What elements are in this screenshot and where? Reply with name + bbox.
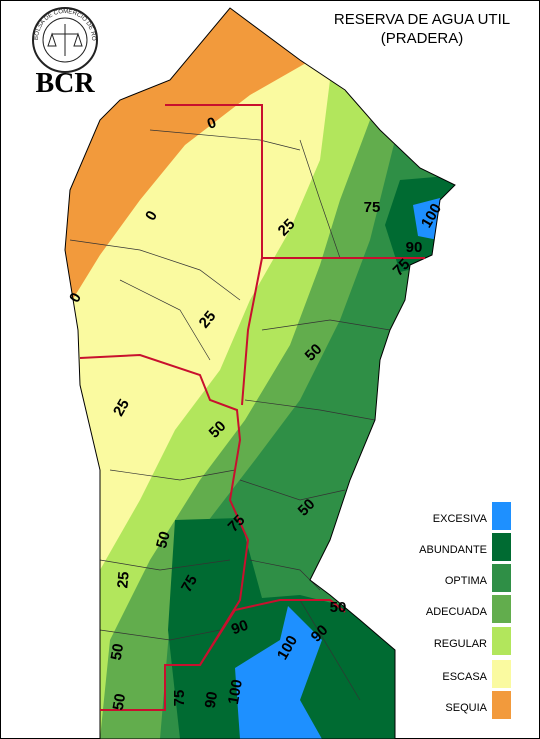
title-line: (PRADERA) xyxy=(381,30,464,47)
district-border xyxy=(299,599,361,701)
contour-label: 75 xyxy=(171,690,188,707)
district-border xyxy=(249,559,321,591)
district-border xyxy=(299,139,341,259)
district-border xyxy=(149,129,301,151)
district-border xyxy=(109,469,236,481)
district-border xyxy=(244,399,376,421)
logo-text: BCR xyxy=(35,68,95,99)
district-border xyxy=(99,559,231,571)
legend-swatch xyxy=(492,502,511,530)
province-border xyxy=(79,353,250,711)
contour-label: 50 xyxy=(330,599,347,616)
legend-swatch xyxy=(492,564,511,592)
legend-swatch xyxy=(492,691,511,719)
legend-label: OPTIMA xyxy=(445,575,488,587)
legend-swatch xyxy=(492,595,511,623)
legend-label: ADECUADA xyxy=(426,606,488,618)
legend-label: ABUNDANTE xyxy=(419,544,487,556)
legend-swatch xyxy=(492,660,511,688)
district-border xyxy=(239,479,346,501)
logo-ring xyxy=(32,7,98,73)
contour-label: 90 xyxy=(202,690,222,709)
district-border xyxy=(261,319,391,331)
legend-label: REGULAR xyxy=(434,638,487,650)
province-border xyxy=(241,257,263,406)
contour-label: 25 xyxy=(110,396,133,419)
contour-label: 25 xyxy=(114,571,132,589)
zone-abundante xyxy=(168,518,395,739)
contour-label: 75 xyxy=(364,199,381,216)
legend-label: ESCASA xyxy=(442,671,487,683)
contour-label: 50 xyxy=(108,642,128,661)
district-border xyxy=(99,629,221,641)
zone-excesiva xyxy=(413,198,440,240)
contour-label: 100 xyxy=(225,678,246,706)
title-line: RESERVA DE AGUA UTIL xyxy=(334,11,510,28)
legend-swatch xyxy=(492,533,511,561)
district-border xyxy=(119,279,211,361)
province-border xyxy=(199,599,346,666)
district-border xyxy=(69,239,241,301)
contour-label: 90 xyxy=(406,239,423,256)
province-border xyxy=(165,104,425,259)
contour-label: 50 xyxy=(110,692,130,711)
legend-swatch xyxy=(492,627,511,655)
district-borders xyxy=(64,7,456,739)
legend: EXCESIVA ABUNDANTE OPTIMA ADECUADA REGULAR ES… xyxy=(419,502,511,719)
legend-label: EXCESIVA xyxy=(433,513,488,525)
legend-label: SEQUIA xyxy=(445,702,487,714)
logo-scales xyxy=(47,24,83,56)
contour-label: 75 xyxy=(178,572,201,595)
logo-inner-ring xyxy=(42,17,88,63)
contour-label: 90 xyxy=(229,617,250,639)
contour-label: 50 xyxy=(153,530,174,551)
region-outline xyxy=(64,7,456,739)
zone-excesiva xyxy=(235,606,322,739)
province-borders xyxy=(79,104,425,711)
